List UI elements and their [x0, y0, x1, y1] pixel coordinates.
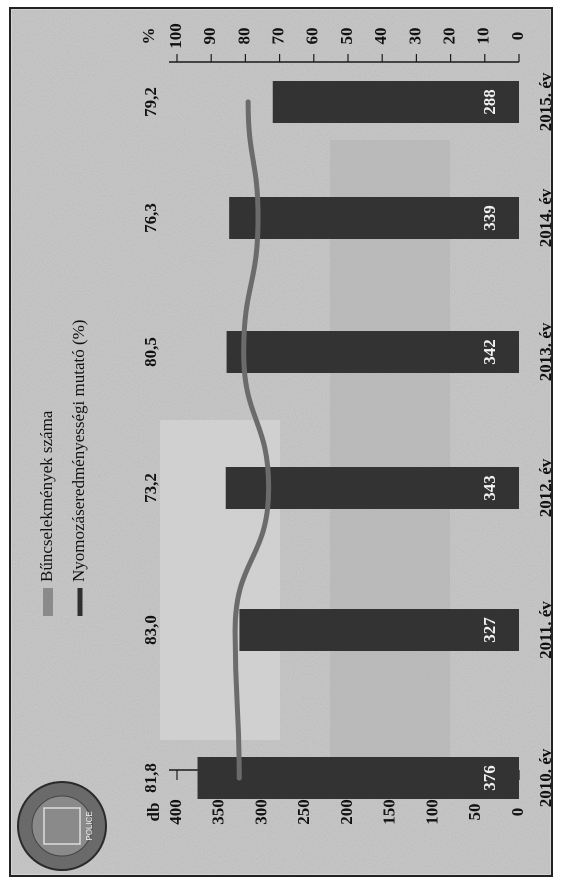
- left-axis-tick-label: 400: [166, 799, 185, 825]
- category-label: 2015. év: [536, 72, 555, 131]
- legend-label: Bűncselekmények száma: [37, 410, 56, 582]
- bar: [226, 331, 519, 373]
- background-street-band: [330, 140, 450, 760]
- right-axis-tick-label: 100: [166, 23, 185, 49]
- category-label: 2010. év: [536, 748, 555, 807]
- bar: [239, 609, 520, 651]
- bar: [272, 81, 519, 123]
- line-point: [236, 775, 242, 781]
- category-label: 2014. év: [536, 188, 555, 247]
- right-axis-tick-label: 80: [234, 28, 253, 45]
- right-axis-tick-label: 30: [405, 28, 424, 45]
- left-axis-tick-label: 150: [380, 799, 399, 825]
- line-point: [232, 627, 238, 633]
- right-axis-tick-label: 70: [269, 28, 288, 45]
- line-value-label: 83,0: [141, 615, 160, 645]
- line-value-label: 80,5: [141, 337, 160, 367]
- left-axis-tick-label: 350: [209, 799, 228, 825]
- bar-value-label: 327: [480, 617, 499, 643]
- line-value-label: 76,3: [141, 203, 160, 233]
- left-axis-tick-label: 200: [337, 799, 356, 825]
- line-point: [266, 485, 272, 491]
- background-texture: [12, 10, 550, 874]
- legend-label: Nyomozáseredményességi mutató (%): [69, 320, 88, 582]
- line-point: [245, 99, 251, 105]
- right-axis-tick-label: 0: [508, 32, 527, 41]
- legend-swatch: [43, 588, 53, 616]
- bar-value-label: 339: [480, 205, 499, 231]
- bar-value-label: 342: [480, 339, 499, 365]
- police-badge-icon: POLICE: [17, 781, 107, 871]
- left-axis-unit: db: [144, 803, 163, 822]
- line-value-label: 73,2: [141, 473, 160, 503]
- right-axis-tick-label: 40: [371, 28, 390, 45]
- category-label: 2012. év: [536, 458, 555, 517]
- right-axis-tick-label: 60: [303, 28, 322, 45]
- bar: [225, 467, 520, 509]
- right-axis-tick-label: 50: [337, 28, 356, 45]
- right-axis-tick-label: 90: [200, 28, 219, 45]
- line-value-label: 81,8: [141, 763, 160, 793]
- bar-value-label: 343: [480, 475, 499, 501]
- bar: [229, 197, 519, 239]
- left-axis-tick-label: 50: [465, 804, 484, 821]
- legend-swatch: [77, 588, 83, 616]
- line-point: [255, 215, 261, 221]
- left-axis-tick-label: 100: [422, 799, 441, 825]
- category-label: 2013. év: [536, 322, 555, 381]
- left-axis-tick-label: 0: [508, 808, 527, 817]
- logo-text: POLICE: [85, 811, 94, 840]
- category-label: 2011. év: [536, 601, 555, 659]
- right-axis-unit: %: [139, 28, 158, 45]
- line-point: [241, 349, 247, 355]
- right-axis-tick-label: 20: [440, 28, 459, 45]
- left-axis-tick-label: 300: [251, 799, 270, 825]
- series-line: [232, 99, 272, 781]
- line-value-label: 79,2: [141, 87, 160, 117]
- left-axis-tick-label: 250: [294, 799, 313, 825]
- right-axis-tick-label: 10: [474, 28, 493, 45]
- bar-value-label: 288: [480, 89, 499, 115]
- bar-value-label: 376: [480, 765, 499, 791]
- bar: [197, 757, 519, 799]
